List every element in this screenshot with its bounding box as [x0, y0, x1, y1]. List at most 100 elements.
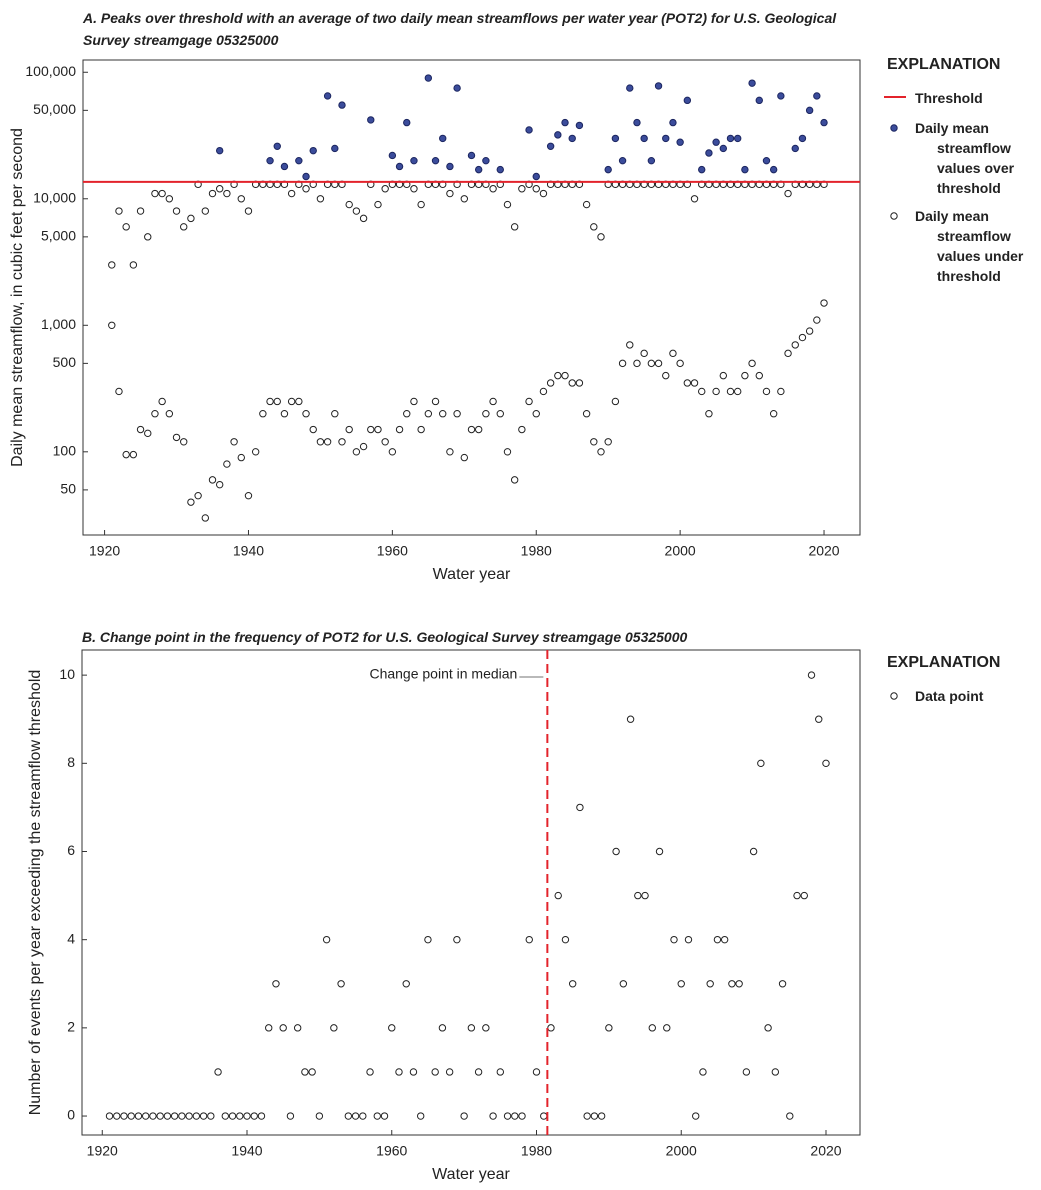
data-point [820, 118, 828, 127]
data-point [813, 92, 821, 100]
x-tick-label: 1960 [377, 543, 408, 559]
data-point [626, 341, 634, 349]
data-point [316, 195, 325, 203]
data-point [446, 162, 454, 171]
data-point [180, 223, 188, 231]
data-point [597, 1112, 606, 1120]
data-point [338, 438, 346, 446]
data-point [692, 1112, 700, 1120]
data-point [525, 397, 533, 406]
data-point [127, 1112, 135, 1120]
data-point [633, 359, 641, 368]
data-point [192, 1112, 201, 1120]
data-point [467, 425, 476, 434]
data-point [489, 1112, 497, 1120]
data-point [323, 438, 332, 446]
data-point [568, 379, 576, 387]
data-point [669, 118, 677, 127]
data-point [663, 1024, 671, 1032]
data-point [540, 1112, 548, 1120]
data-point [409, 1068, 418, 1076]
x-tick-label: 2000 [666, 1143, 697, 1159]
data-point [165, 195, 174, 203]
x-tick-label: 1940 [231, 1143, 262, 1159]
data-point [748, 359, 756, 368]
y-tick-label: 2 [67, 1019, 75, 1035]
data-point [777, 92, 785, 100]
data-point [496, 165, 504, 174]
data-point [424, 935, 432, 944]
data-point [496, 410, 504, 418]
y-tick-label: 50 [60, 481, 76, 497]
data-point [280, 410, 289, 418]
data-point [228, 1112, 237, 1120]
x-axis-label: Water year [433, 566, 511, 583]
data-point [295, 397, 303, 406]
data-point [257, 1112, 266, 1120]
data-point [316, 438, 325, 446]
data-point [618, 359, 627, 368]
data-point [115, 387, 123, 396]
data-point [151, 410, 159, 418]
data-point [453, 84, 461, 92]
data-point [575, 121, 584, 130]
data-point [784, 189, 792, 198]
data-point [561, 935, 570, 944]
data-point [676, 138, 684, 146]
annotation: Change point in median [369, 666, 517, 682]
chart-title: A. Peaks over threshold with an average … [83, 10, 837, 48]
x-axis-label: Water year [432, 1166, 510, 1183]
data-point [438, 1024, 447, 1032]
data-point [618, 156, 627, 165]
data-point [532, 185, 540, 193]
data-point [670, 935, 678, 944]
data-point [403, 118, 411, 127]
data-point [351, 1112, 360, 1120]
data-point [424, 74, 433, 82]
data-point [539, 387, 548, 396]
data-point [755, 371, 763, 380]
data-point [791, 341, 799, 349]
data-point [129, 261, 138, 269]
data-point [741, 371, 749, 380]
data-point [800, 891, 808, 900]
data-point [741, 165, 749, 174]
data-point [771, 1068, 780, 1076]
data-point [489, 185, 497, 193]
data-point [330, 1024, 338, 1032]
data-point [654, 82, 663, 90]
data-point [561, 371, 569, 380]
data-point [144, 429, 152, 438]
data-point [338, 101, 346, 109]
legend-title: EXPLANATION [887, 56, 1001, 73]
data-point [122, 223, 130, 231]
data-point [214, 1068, 222, 1076]
legend-marker [890, 212, 898, 220]
data-point [503, 200, 512, 209]
y-tick-label: 6 [67, 842, 75, 858]
y-tick-label: 8 [67, 754, 75, 770]
data-point [640, 349, 648, 358]
data-point [503, 448, 512, 456]
y-tick-label: 10 [59, 666, 75, 682]
data-point [640, 134, 648, 143]
data-point [201, 207, 210, 215]
data-point [798, 134, 807, 143]
data-point [266, 397, 274, 406]
data-point [223, 460, 231, 468]
data-point [308, 1068, 316, 1076]
data-point [105, 1112, 114, 1120]
data-point [713, 935, 722, 944]
legend-marker [890, 124, 898, 132]
data-point [207, 1112, 215, 1120]
data-point [690, 379, 699, 387]
data-point [273, 142, 281, 150]
data-point [518, 1112, 526, 1120]
legend-label: Threshold [915, 90, 983, 106]
data-point [561, 118, 569, 127]
data-point [286, 1112, 295, 1120]
data-point [302, 185, 310, 193]
data-point [315, 1112, 324, 1120]
plot-frame [82, 59, 861, 536]
